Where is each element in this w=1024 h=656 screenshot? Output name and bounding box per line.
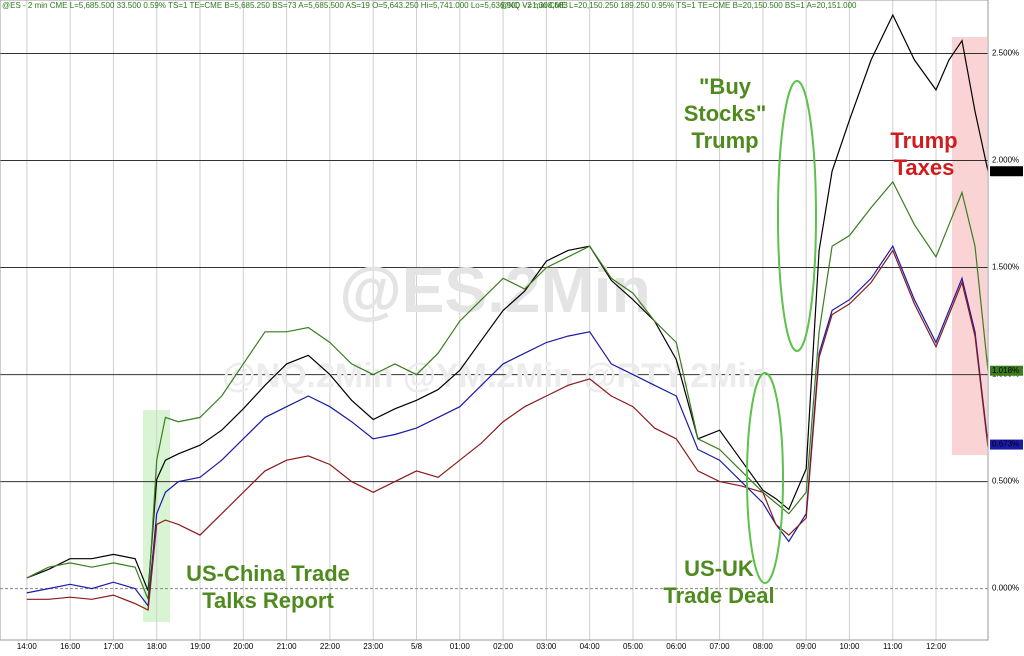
watermark-sub: @NQ.2Min @YM.2Min @RTY.2Min <box>222 357 767 395</box>
annotation: Stocks" <box>684 101 767 126</box>
last-value-label: 1.950% <box>992 166 1019 175</box>
last-value-label: 1.018% <box>992 366 1019 375</box>
x-tick-label: 05:00 <box>623 642 644 651</box>
x-tick-label: 19:00 <box>190 642 211 651</box>
x-tick-label: 11:00 <box>883 642 903 651</box>
x-tick-label: 04:00 <box>580 642 601 651</box>
annotation: Trump <box>691 128 758 153</box>
x-tick-label: 20:00 <box>233 642 254 651</box>
lines <box>26 13 989 611</box>
annotation: Trade Deal <box>663 583 774 608</box>
x-tick-label: 12:00 <box>926 642 947 651</box>
x-tick-label: 18:00 <box>147 642 168 651</box>
y-tick-label: 2.000% <box>992 156 1019 165</box>
y-tick-label: 2.500% <box>992 49 1019 58</box>
x-tick-label: 07:00 <box>710 642 731 651</box>
annotation: Taxes <box>894 155 955 180</box>
header-line: @ES - 2 min CME L=5,685.500 33.500 0.59%… <box>2 1 568 10</box>
x-tick-label: 08:00 <box>753 642 774 651</box>
x-tick-label: 02:00 <box>493 642 514 651</box>
x-tick-label: 16:00 <box>60 642 81 651</box>
plot-frame <box>0 0 989 641</box>
ellipse <box>746 372 784 584</box>
x-tick-label: 09:00 <box>796 642 817 651</box>
last-value-box <box>990 365 1023 376</box>
x-tick-label: 23:00 <box>363 642 384 651</box>
header-line: @NQ - 2 min CME L=20,150.250 189.250 0.9… <box>500 1 857 10</box>
x-tick-label: 21:00 <box>277 642 298 651</box>
series-line <box>26 13 989 592</box>
x-tick-label: 14:00 <box>17 642 38 651</box>
last-value-box <box>990 439 1023 450</box>
y-tick-label: 1.500% <box>992 263 1019 272</box>
annotation: Talks Report <box>202 588 334 613</box>
x-tick-label: 01:00 <box>450 642 471 651</box>
annotation: US-UK <box>684 556 754 581</box>
last-value-label: 0.673% <box>992 440 1019 449</box>
watermark: @ES.2Min <box>339 254 650 326</box>
annotation: US-China Trade <box>186 561 350 586</box>
x-tick-label: 17:00 <box>103 642 124 651</box>
x-tick-label: 22:00 <box>320 642 341 651</box>
annotation: "Buy <box>699 74 752 99</box>
x-tick-label: 03:00 <box>536 642 557 651</box>
x-tick-label: 10:00 <box>839 642 860 651</box>
annotation: Trump <box>890 128 957 153</box>
y-tick-label: 0.000% <box>992 584 1019 593</box>
series-line <box>26 244 989 608</box>
series-line <box>26 249 989 611</box>
x-tick-label: 06:00 <box>666 642 687 651</box>
y-tick-label: 0.500% <box>992 477 1019 486</box>
ellipse <box>777 80 817 352</box>
grid <box>0 0 988 640</box>
x-tick-label: 5/8 <box>411 642 423 651</box>
last-value-box <box>990 166 1023 177</box>
series-line <box>26 180 989 600</box>
